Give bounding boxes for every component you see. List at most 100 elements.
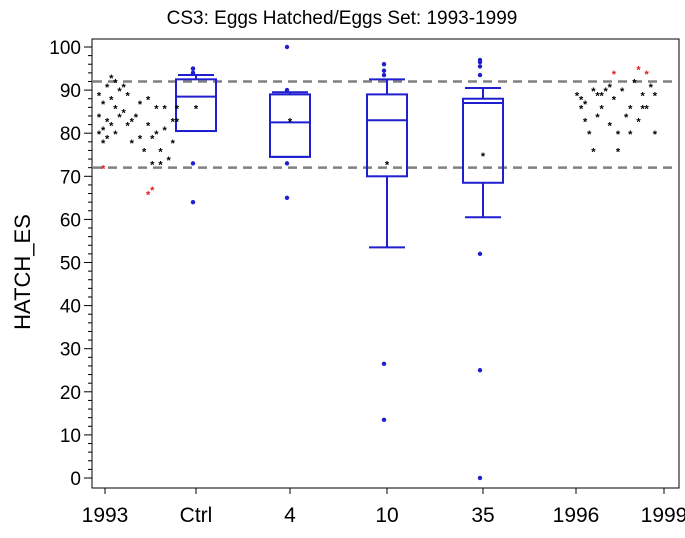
y-tick-label: 80 xyxy=(60,124,81,145)
star-point: * xyxy=(146,190,151,202)
star-point: * xyxy=(175,103,180,115)
x-tick-label: 1993 xyxy=(82,504,129,527)
outlier-point xyxy=(477,475,483,481)
star-series-1996: * ******* *********************** * * xyxy=(575,65,658,159)
x-tick-label: 4 xyxy=(284,504,296,527)
star-point: * xyxy=(105,116,110,128)
star-point: * xyxy=(599,90,604,102)
star-series-1993: ********************* *******************… xyxy=(97,73,180,201)
mean-marker: * xyxy=(481,151,486,163)
star-point: * xyxy=(154,103,159,115)
star-point: * xyxy=(130,116,135,128)
star-point: * xyxy=(640,90,645,102)
outlier-point xyxy=(284,87,290,93)
y-tick-label: 70 xyxy=(60,167,81,188)
star-point: * xyxy=(636,116,641,128)
star-point: * xyxy=(97,112,102,124)
star-point: * xyxy=(97,90,102,102)
star-point: * xyxy=(154,129,159,141)
mean-marker: * xyxy=(288,116,293,128)
star-point: * xyxy=(162,125,167,137)
star-point: * xyxy=(150,159,155,171)
star-point: * xyxy=(645,69,650,81)
star-point: * xyxy=(620,86,625,98)
star-point: * xyxy=(575,90,580,102)
star-point: * xyxy=(134,112,139,124)
outlier-point xyxy=(284,161,290,166)
star-point: * xyxy=(109,121,114,133)
star-point: * xyxy=(121,108,126,120)
star-point: * xyxy=(130,138,135,150)
star-point: * xyxy=(113,129,118,141)
star-point: * xyxy=(628,103,633,115)
outlier-point xyxy=(477,251,483,257)
star-point: * xyxy=(595,90,600,102)
star-point: * xyxy=(595,112,600,124)
star-point: * xyxy=(640,103,645,115)
box-10: * xyxy=(366,62,408,423)
star-point: * xyxy=(97,129,102,141)
star-point: * xyxy=(117,86,122,98)
y-tick-label: 40 xyxy=(60,297,81,318)
star-point: * xyxy=(101,164,106,176)
star-point: * xyxy=(579,103,584,115)
outlier-point xyxy=(284,44,290,50)
x-tick-label: 10 xyxy=(375,504,398,527)
x-tick-label: 1996 xyxy=(553,504,600,527)
star-point: * xyxy=(612,69,617,81)
y-axis: 0 10 20 30 40 50 60 70 80 90 100 xyxy=(49,38,92,490)
star-point: * xyxy=(171,138,176,150)
star-point: * xyxy=(583,99,588,111)
outlier-point xyxy=(381,68,387,73)
star-point: * xyxy=(150,185,155,197)
star-point: * xyxy=(587,129,592,141)
star-point: * xyxy=(126,121,131,133)
outlier-point xyxy=(381,417,387,423)
box-iqr xyxy=(175,78,217,133)
star-point: * xyxy=(146,95,151,107)
outlier-point xyxy=(190,199,196,205)
boxes: * * * * xyxy=(175,44,504,481)
star-point: * xyxy=(653,90,658,102)
star-point: * xyxy=(158,146,163,158)
star-point: * xyxy=(150,134,155,146)
x-axis: 1993 Ctrl 4 10 35 1996 1999 xyxy=(82,488,685,527)
star-point: * xyxy=(142,146,147,158)
box-ctrl: * xyxy=(175,66,217,205)
star-point: * xyxy=(579,95,584,107)
outlier-point xyxy=(477,368,483,373)
mean-marker: * xyxy=(385,159,390,171)
star-point: * xyxy=(101,125,106,137)
outlier-point xyxy=(190,66,196,71)
box-iqr xyxy=(366,93,408,178)
star-point: * xyxy=(636,65,641,77)
star-point: * xyxy=(109,73,114,85)
star-point: * xyxy=(101,99,106,111)
star-point: * xyxy=(171,116,176,128)
star-point: * xyxy=(162,103,167,115)
star-point: * xyxy=(583,116,588,128)
outlier-point xyxy=(477,57,483,63)
outlier-point xyxy=(477,64,483,69)
plot-frame xyxy=(91,38,680,489)
star-point: * xyxy=(645,103,650,115)
outlier-point xyxy=(284,195,290,201)
star-point: * xyxy=(612,95,617,107)
star-point: * xyxy=(624,112,629,124)
box-iqr xyxy=(462,97,504,184)
star-point: * xyxy=(591,146,596,158)
y-axis-label: HATCH_ES xyxy=(10,214,35,330)
star-point: * xyxy=(628,129,633,141)
star-point: * xyxy=(158,159,163,171)
star-point: * xyxy=(113,103,118,115)
star-point: * xyxy=(109,95,114,107)
star-point: * xyxy=(632,77,637,89)
box-35: * xyxy=(462,57,504,481)
y-tick-label: 20 xyxy=(60,383,81,404)
outlier-point xyxy=(381,361,387,366)
star-point: * xyxy=(608,121,613,133)
star-point: * xyxy=(126,90,131,102)
x-tick-label: Ctrl xyxy=(180,504,213,527)
outlier-point xyxy=(381,72,387,78)
